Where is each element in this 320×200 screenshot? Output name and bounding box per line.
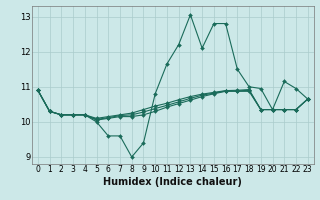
X-axis label: Humidex (Indice chaleur): Humidex (Indice chaleur) (103, 177, 242, 187)
